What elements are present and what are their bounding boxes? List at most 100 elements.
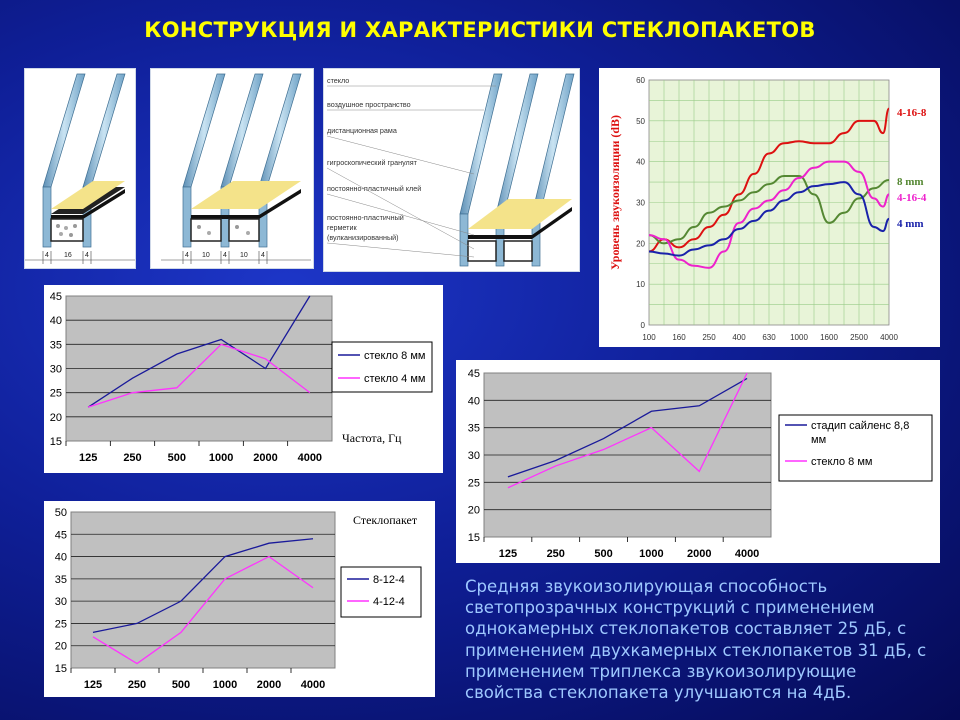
y-tick-label: 30	[468, 450, 480, 462]
dim-label: 4	[45, 252, 49, 259]
dim-label: 4	[261, 252, 265, 259]
series-line	[648, 107, 890, 253]
x-tick-label: 2500	[850, 333, 868, 342]
legend-label: стекло 4 мм	[364, 373, 425, 385]
series-line	[507, 372, 748, 489]
double-chamber-diagram: 4 10 4 10 4	[150, 68, 314, 269]
y-tick-label: 40	[55, 552, 67, 564]
x-tick-label: 400	[732, 333, 746, 342]
x-tick-label: 4000	[298, 452, 322, 464]
series-label: 4-16-4	[897, 192, 927, 204]
dim-label: 4	[223, 252, 227, 259]
legend-label: 8-12-4	[373, 574, 405, 586]
legend-label: стекло 8 мм	[811, 456, 872, 468]
y-tick-label: 45	[50, 291, 62, 303]
label-sealant-3: (вулканизированный)	[327, 233, 399, 242]
y-tick-label: 30	[636, 199, 645, 208]
x-tick-label: 630	[762, 333, 776, 342]
dim-label: 10	[240, 252, 248, 259]
x-tick-label: 4000	[301, 679, 325, 691]
series-line	[648, 174, 890, 245]
x-tick-label: 2000	[253, 452, 277, 464]
slide-title: КОНСТРУКЦИЯ И ХАРАКТЕРИСТИКИ СТЕКЛОПАКЕТ…	[144, 18, 816, 42]
x-tick-label: 2000	[687, 548, 711, 560]
y-tick-label: 15	[50, 436, 62, 448]
label-sealant-1: постоянно-пластичный	[327, 213, 404, 222]
x-tick-label: 500	[594, 548, 612, 560]
x-tick-label: 1000	[209, 452, 233, 464]
y-tick-label: 10	[636, 280, 645, 289]
dim-label: 16	[64, 252, 72, 259]
x-tick-label: 160	[672, 333, 686, 342]
x-tick-label: 100	[642, 333, 656, 342]
chart-unit-panel: 15 20 25 30 35 40 45 50 125 250 500 1000 2000 4000 8-1…	[44, 501, 435, 697]
y-tick-label: 30	[55, 596, 67, 608]
chart-title: Стеклопакет	[353, 513, 418, 527]
legend-label: стекло 8 мм	[364, 350, 425, 362]
chart-silence-panel: 15 20 25 30 35 40 45 125 250 500 1000 2000 4000 стади…	[456, 360, 940, 563]
legend-box	[340, 566, 422, 618]
label-glass: стекло	[327, 76, 349, 85]
dim-label: 10	[202, 252, 210, 259]
dim-label: 4	[85, 252, 89, 259]
legend-label: мм	[811, 434, 826, 446]
chart-db: 0 10 20 30 40 50 60 100 160 250 400 630 1000 1600 2500…	[608, 76, 927, 342]
series-line	[648, 181, 890, 257]
y-tick-label: 50	[55, 507, 67, 519]
x-tick-label: 1000	[639, 548, 663, 560]
label-glue: постоянно-пластичный клей	[327, 184, 421, 193]
x-tick-label: 250	[702, 333, 716, 342]
series-line	[648, 160, 890, 269]
x-tick-label: 125	[84, 679, 102, 691]
x-tick-label: 4000	[735, 548, 759, 560]
y-tick-label: 25	[468, 477, 480, 489]
series-line	[92, 555, 314, 665]
x-tick-label: 250	[128, 679, 146, 691]
y-tick-label: 35	[50, 339, 62, 351]
summary-text: Средняя звукоизолирующая способность све…	[465, 577, 927, 703]
y-tick-label: 20	[468, 505, 480, 517]
x-tick-label: 500	[172, 679, 190, 691]
x-tick-label: 1000	[213, 679, 237, 691]
series-label: 4-16-8	[897, 107, 927, 119]
x-tick-label: 250	[547, 548, 565, 560]
y-tick-label: 45	[468, 368, 480, 380]
x-tick-label: 250	[123, 452, 141, 464]
chart-glass-panel: 15 20 25 30 35 40 45 125 250 500 1000 2000 4000 стекл…	[44, 285, 443, 473]
y-tick-label: 40	[50, 315, 62, 327]
x-tick-label: 1000	[790, 333, 808, 342]
chart-glass: 15 20 25 30 35 40 45 125 250 500 1000 2000 4000 стекл…	[50, 291, 433, 464]
y-tick-label: 20	[50, 412, 62, 424]
y-tick-label: 35	[55, 574, 67, 586]
y-tick-label: 40	[636, 158, 645, 167]
label-sealant-2: герметик	[327, 223, 357, 232]
legend-box	[331, 341, 433, 393]
series-line	[87, 295, 311, 408]
chart-unit: 15 20 25 30 35 40 45 50 125 250 500 1000 2000 4000 8-1…	[55, 507, 422, 691]
legend-box	[778, 414, 933, 482]
y-tick-label: 20	[636, 239, 645, 248]
y-tick-label: 30	[50, 364, 62, 376]
single-chamber-diagram: 4 16 4	[24, 68, 136, 269]
y-tick-label: 25	[55, 618, 67, 630]
y-axis-label: Уровень звукоизоляции (dB)	[608, 115, 622, 270]
y-tick-label: 50	[636, 117, 645, 126]
chart-silence: 15 20 25 30 35 40 45 125 250 500 1000 2000 4000 стади…	[468, 368, 933, 560]
y-tick-label: 25	[50, 388, 62, 400]
x-axis-label: Частота, Гц	[342, 431, 402, 445]
legend-label: 4-12-4	[373, 596, 405, 608]
x-tick-label: 4000	[880, 333, 898, 342]
y-tick-label: 35	[468, 423, 480, 435]
series-label: 4 mm	[897, 218, 924, 230]
y-tick-label: 20	[55, 641, 67, 653]
plot-area	[70, 511, 336, 669]
labeled-cross-section: стекло воздушное пространство дистанцион…	[323, 68, 580, 272]
x-tick-label: 1600	[820, 333, 838, 342]
legend-label: стадип сайленс 8,8	[811, 420, 909, 432]
label-granulate: гигроскопический гранулят	[327, 158, 418, 167]
x-tick-label: 500	[168, 452, 186, 464]
chart-db-panel: 0 10 20 30 40 50 60 100 160 250 400 630 1000 1600 2500…	[599, 68, 940, 347]
x-tick-label: 2000	[257, 679, 281, 691]
y-tick-label: 45	[55, 529, 67, 541]
x-tick-label: 125	[79, 452, 97, 464]
